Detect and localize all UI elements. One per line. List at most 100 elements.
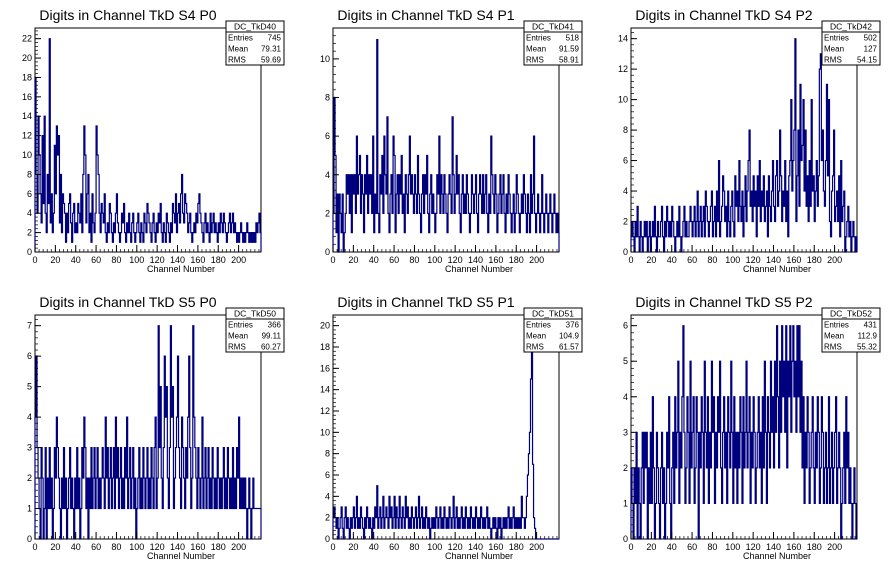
stats-mean-label: Mean	[228, 45, 248, 54]
y-tick-label: 1	[27, 504, 32, 514]
y-tick-label: 0	[325, 247, 330, 257]
y-tick-label: 2	[623, 217, 628, 227]
x-tick-label: 40	[369, 542, 379, 552]
x-axis-label: Channel Number	[445, 264, 513, 274]
y-tick-label: 12	[22, 131, 32, 141]
y-tick-label: 20	[320, 321, 330, 331]
stats-mean-value: 79.31	[261, 45, 282, 54]
y-tick-label: 6	[325, 131, 330, 141]
stats-rms-value: 55.32	[857, 343, 878, 352]
x-tick-label: 60	[91, 542, 101, 552]
chart-title: Digits in Channel TkD S4 P2	[635, 7, 812, 23]
stats-mean-value: 112.9	[858, 332, 878, 341]
x-tick-label: 0	[32, 255, 37, 265]
x-tick-label: 100	[725, 542, 740, 552]
y-tick-label: 6	[325, 470, 330, 480]
y-tick-label: 4	[623, 392, 628, 402]
stats-box: DC_TkD51 Entries 376 Mean 104.9 RMS 61.57	[523, 307, 583, 353]
x-tick-label: 160	[488, 255, 503, 265]
histogram-series	[332, 38, 560, 253]
x-axis-label: Channel Number	[147, 551, 215, 561]
plot-frame	[332, 27, 560, 253]
y-tick-label: 20	[22, 53, 32, 63]
y-tick-label: 2	[325, 208, 330, 218]
y-tick-label: 14	[22, 111, 32, 121]
stats-rms-label: RMS	[526, 56, 544, 65]
x-tick-label: 180	[211, 542, 226, 552]
y-tick-label: 8	[27, 169, 32, 179]
y-tick-label: 4	[623, 186, 628, 196]
x-tick-label: 60	[389, 542, 399, 552]
x-tick-label: 160	[786, 255, 801, 265]
x-tick-label: 100	[427, 255, 442, 265]
stats-rms-label: RMS	[228, 343, 246, 352]
chart-title: Digits in Channel TkD S5 P2	[635, 294, 812, 310]
stats-name: DC_TkD51	[532, 309, 574, 319]
stats-entries-value: 502	[864, 34, 878, 43]
stats-box: DC_TkD42 Entries 502 Mean 127 RMS 54.15	[821, 20, 881, 66]
histogram-panel-5: Digits in Channel TkD S5 P20 20 40 60 80 100 1…	[623, 294, 881, 561]
x-tick-label: 80	[111, 542, 121, 552]
x-tick-label: 0	[330, 542, 335, 552]
x-axis-label: Channel Number	[147, 264, 215, 274]
stats-rms-value: 59.69	[261, 56, 282, 65]
y-tick-label: 3	[623, 427, 628, 437]
stats-box: DC_TkD41 Entries 518 Mean 91.59 RMS 58.91	[523, 20, 583, 66]
stats-rms-value: 58.91	[559, 56, 580, 65]
stats-mean-label: Mean	[526, 332, 546, 341]
stats-name: DC_TkD50	[234, 309, 276, 319]
x-tick-label: 120	[150, 255, 165, 265]
x-tick-label: 180	[509, 542, 524, 552]
stats-entries-value: 366	[268, 321, 282, 330]
histogram-panel-4: Digits in Channel TkD S5 P10 20 40 60 80 100 1…	[320, 294, 583, 561]
plot-frame	[630, 27, 858, 253]
y-tick-label: 6	[623, 321, 628, 331]
histogram-panel-3: Digits in Channel TkD S5 P00 20 40 60 80 100 1…	[27, 294, 285, 561]
stats-entries-label: Entries	[228, 34, 253, 43]
stats-mean-value: 127	[864, 45, 878, 54]
y-tick-label: 2	[27, 228, 32, 238]
x-axis-label: Channel Number	[743, 551, 811, 561]
y-tick-label: 6	[27, 351, 32, 361]
histogram-panel-0: Digits in Channel TkD S4 P00 20 40 60 80 100 1…	[22, 7, 285, 274]
stats-name: DC_TkD40	[234, 22, 276, 32]
x-tick-label: 40	[667, 542, 677, 552]
y-tick-label: 8	[325, 93, 330, 103]
stats-mean-label: Mean	[526, 45, 546, 54]
stats-box: DC_TkD52 Entries 431 Mean 112.9 RMS 55.32	[821, 307, 881, 353]
stats-entries-label: Entries	[824, 321, 849, 330]
x-tick-label: 140	[468, 542, 483, 552]
stats-mean-label: Mean	[824, 332, 844, 341]
stats-name: DC_TkD42	[830, 22, 872, 32]
stats-name: DC_TkD52	[830, 309, 872, 319]
x-tick-label: 180	[807, 255, 822, 265]
stats-box-frame	[225, 307, 285, 353]
x-tick-label: 200	[231, 542, 246, 552]
chart-title: Digits in Channel TkD S5 P0	[39, 294, 216, 310]
plot-frame	[630, 314, 858, 540]
histogram-series	[34, 38, 262, 252]
y-tick-label: 4	[27, 208, 32, 218]
stats-entries-label: Entries	[824, 34, 849, 43]
histogram-series	[332, 346, 559, 540]
stats-entries-label: Entries	[228, 321, 253, 330]
histogram-series	[630, 38, 858, 253]
stats-mean-value: 91.59	[559, 45, 580, 54]
stats-entries-value: 518	[566, 34, 580, 43]
x-tick-label: 100	[129, 255, 144, 265]
x-tick-label: 100	[725, 255, 740, 265]
stats-box-frame	[523, 307, 583, 353]
x-tick-label: 100	[129, 542, 144, 552]
stats-box: DC_TkD40 Entries 745 Mean 79.31 RMS 59.69	[225, 20, 285, 66]
y-tick-label: 12	[320, 406, 330, 416]
x-tick-label: 200	[529, 542, 544, 552]
y-tick-label: 6	[27, 189, 32, 199]
y-tick-label: 2	[27, 473, 32, 483]
y-tick-label: 0	[27, 534, 32, 544]
y-tick-label: 3	[27, 443, 32, 453]
x-tick-label: 60	[687, 542, 697, 552]
plot-frame	[332, 314, 560, 540]
x-tick-label: 0	[330, 255, 335, 265]
x-tick-label: 140	[170, 255, 185, 265]
